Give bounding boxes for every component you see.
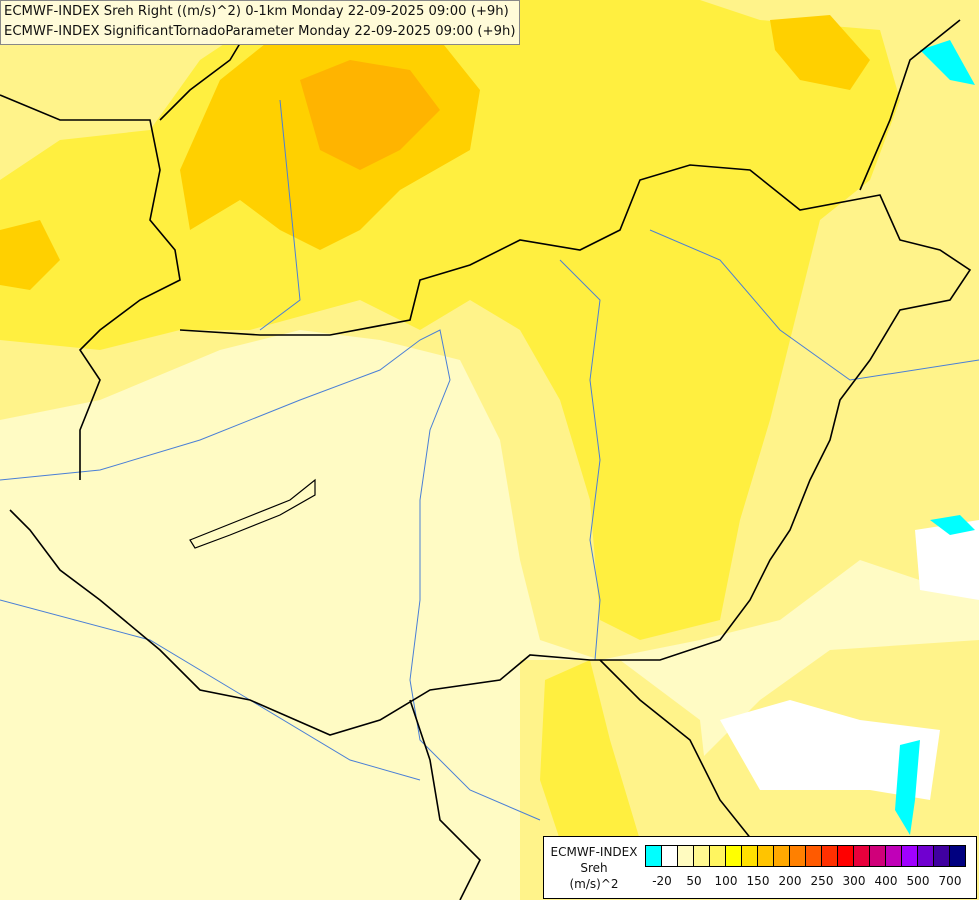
legend-tick-label: 700 xyxy=(938,874,962,888)
map-title-box: ECMWF-INDEX Sreh Right ((m/s)^2) 0-1km M… xyxy=(0,0,521,45)
legend-swatch xyxy=(694,846,710,866)
country-borders xyxy=(0,9,972,900)
legend-parameter: Sreh xyxy=(580,861,608,875)
field-gold-ne xyxy=(770,15,870,90)
legend-swatch xyxy=(870,846,886,866)
legend-swatch xyxy=(806,846,822,866)
legend-tick-label: 200 xyxy=(778,874,802,888)
title-line-stp: ECMWF-INDEX SignificantTornadoParameter … xyxy=(4,24,516,39)
legend-tick-label: 400 xyxy=(874,874,898,888)
legend-swatch xyxy=(678,846,694,866)
legend-swatch xyxy=(822,846,838,866)
border-east xyxy=(859,19,961,191)
field-white-east xyxy=(915,520,979,600)
legend-swatch xyxy=(758,846,774,866)
color-legend: ECMWF-INDEX Sreh (m/s)^2 -20 50 100 150 200 2… xyxy=(543,836,977,899)
field-yellow-south xyxy=(540,660,640,840)
legend-tick-label: 150 xyxy=(746,874,770,888)
legend-model: ECMWF-INDEX xyxy=(550,845,638,859)
legend-swatch xyxy=(934,846,950,866)
title-line-sreh: ECMWF-INDEX Sreh Right ((m/s)^2) 0-1km M… xyxy=(4,4,509,19)
legend-swatch xyxy=(854,846,870,866)
river-sava xyxy=(0,599,421,781)
field-orange xyxy=(300,60,440,170)
legend-label: ECMWF-INDEX Sreh (m/s)^2 xyxy=(544,844,644,892)
river-tisza xyxy=(559,259,601,661)
legend-swatch xyxy=(838,846,854,866)
legend-swatch xyxy=(902,846,918,866)
border-austria xyxy=(0,94,181,480)
legend-unit: (m/s)^2 xyxy=(569,877,619,891)
legend-swatch xyxy=(662,846,678,866)
legend-colorbar xyxy=(645,845,966,867)
legend-tick-label: 250 xyxy=(810,874,834,888)
legend-tick-label: 300 xyxy=(842,874,866,888)
legend-swatch xyxy=(742,846,758,866)
field-cyan-se xyxy=(895,740,920,835)
legend-tick-label: 100 xyxy=(714,874,738,888)
legend-swatch xyxy=(886,846,902,866)
border-croatia xyxy=(409,699,481,900)
field-white-se xyxy=(720,700,940,800)
field-cyan-e xyxy=(930,515,975,535)
river-north xyxy=(259,99,301,331)
legend-swatch xyxy=(710,846,726,866)
border-romania-serbia xyxy=(599,659,761,851)
legend-swatch xyxy=(774,846,790,866)
legend-tick-label: -20 xyxy=(652,874,672,888)
legend-tick-label: 50 xyxy=(686,874,702,888)
legend-swatch xyxy=(950,846,965,866)
field-cyan-ne xyxy=(920,40,975,85)
river-east xyxy=(649,229,979,381)
border-hungary xyxy=(9,164,972,736)
lake-balaton xyxy=(189,478,316,549)
legend-swatch xyxy=(790,846,806,866)
legend-swatch xyxy=(646,846,662,866)
legend-tick-label: 500 xyxy=(906,874,930,888)
field-gold-west xyxy=(0,220,60,290)
legend-swatch xyxy=(726,846,742,866)
legend-swatch xyxy=(918,846,934,866)
